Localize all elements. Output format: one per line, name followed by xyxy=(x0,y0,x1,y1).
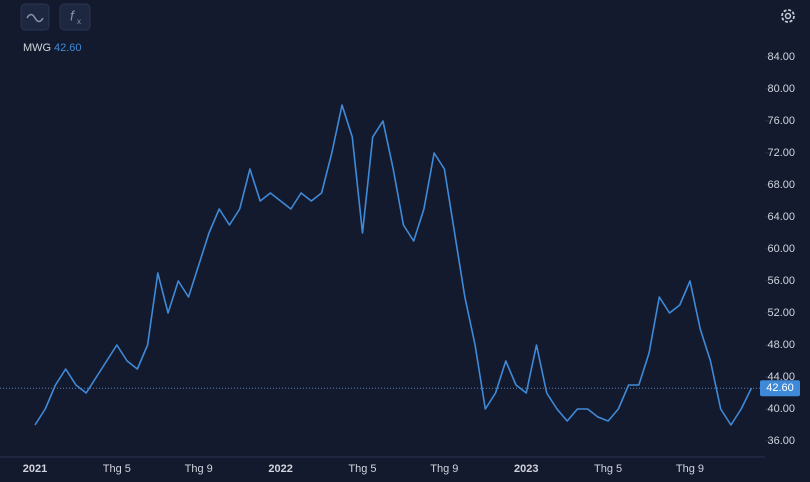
y-tick-label: 80.00 xyxy=(767,83,795,95)
x-tick-label: Thg 9 xyxy=(185,463,213,475)
x-tick-label: Thg 5 xyxy=(348,463,376,475)
last-price: 42.60 xyxy=(54,42,82,54)
y-tick-label: 60.00 xyxy=(767,243,795,255)
settings-button[interactable] xyxy=(781,9,795,23)
y-tick-label: 36.00 xyxy=(767,435,795,447)
y-tick-label: 48.00 xyxy=(767,339,795,351)
y-tick-label: 64.00 xyxy=(767,211,795,223)
y-tick-label: 40.00 xyxy=(767,403,795,415)
ticker: MWG xyxy=(23,42,51,54)
y-tick-label: 68.00 xyxy=(767,179,795,191)
price-line xyxy=(34,104,753,426)
x-tick-label: Thg 9 xyxy=(430,463,458,475)
x-tick-label: Thg 5 xyxy=(594,463,622,475)
x-tick-label: Thg 9 xyxy=(676,463,704,475)
x-tick-label: Thg 5 xyxy=(103,463,131,475)
indicator-button[interactable] xyxy=(59,3,91,31)
x-tick-label: 2021 xyxy=(23,463,47,475)
y-tick-label: 72.00 xyxy=(767,147,795,159)
x-tick-label: 2022 xyxy=(268,463,292,475)
fx-icon: f xyxy=(70,8,76,24)
y-tick-label: 52.00 xyxy=(767,307,795,319)
y-tick-label: 44.00 xyxy=(767,371,795,383)
x-tick-label: 2023 xyxy=(514,463,538,475)
line-icon xyxy=(26,13,44,23)
last-price-tag-label: 42.60 xyxy=(766,382,794,394)
fx-icon-sub: x xyxy=(77,17,81,26)
y-tick-label: 56.00 xyxy=(767,275,795,287)
last-price-tag xyxy=(760,380,800,397)
y-tick-label: 76.00 xyxy=(767,115,795,127)
y-tick-label: 84.00 xyxy=(767,51,795,63)
